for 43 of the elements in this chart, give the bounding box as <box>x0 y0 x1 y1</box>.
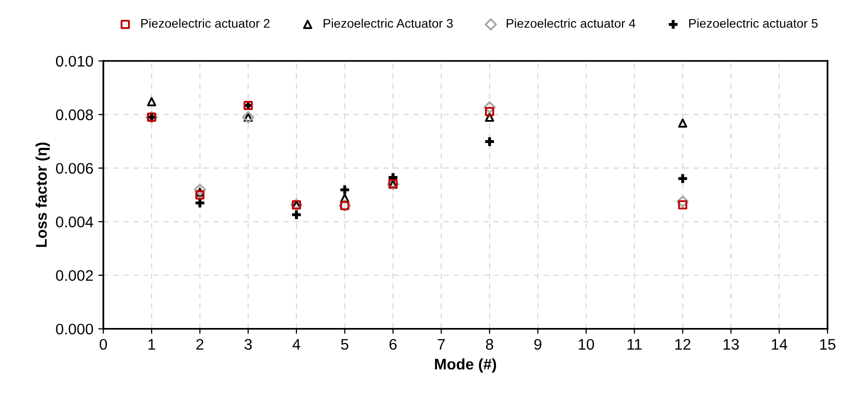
legend-label: Piezoelectric actuator 2 <box>141 18 270 28</box>
x-tick-label: 13 <box>724 338 739 350</box>
point <box>340 194 350 203</box>
legend-label: Piezoelectric actuator 4 <box>506 18 636 28</box>
point <box>678 118 688 128</box>
x-tick-label: 2 <box>196 338 204 350</box>
x-tick-label: 3 <box>244 338 252 350</box>
point <box>340 185 350 194</box>
x-tick-label: 0 <box>100 338 107 350</box>
x-axis-title: Mode (#) <box>435 358 496 373</box>
x-tick-label: 15 <box>820 339 836 350</box>
x-tick-label: 7 <box>438 339 445 350</box>
y-axis-title: Loss factor (η) <box>36 142 50 247</box>
point <box>484 112 494 122</box>
y-tick-label: 0.004 <box>56 216 94 228</box>
point <box>292 210 301 220</box>
point <box>147 97 156 106</box>
point <box>678 200 688 210</box>
x-tick-label: 1 <box>148 339 156 350</box>
x-tick-label: 4 <box>292 339 300 350</box>
point <box>196 198 204 208</box>
x-tick-label: 11 <box>628 339 642 350</box>
y-tick-label: 0.010 <box>56 56 94 67</box>
y-tick-label: 0.008 <box>56 109 93 120</box>
x-tick-label: 12 <box>675 338 690 350</box>
x-tick-label: 9 <box>534 338 542 350</box>
point <box>676 195 689 208</box>
x-tick-label: 6 <box>390 338 397 350</box>
legend-label: Piezoelectric Actuator 3 <box>324 18 453 28</box>
x-tick-label: 5 <box>341 339 348 350</box>
y-tick-label: 0.000 <box>56 324 94 335</box>
point <box>194 184 206 196</box>
point <box>483 101 496 114</box>
point <box>678 174 688 183</box>
legend-label: Piezoelectric actuator 5 <box>689 18 818 28</box>
x-tick-label: 10 <box>578 338 594 350</box>
x-tick-label: 14 <box>772 339 788 350</box>
x-tick-label: 8 <box>486 338 494 350</box>
point <box>485 137 494 146</box>
y-tick-label: 0.002 <box>56 270 93 281</box>
point <box>484 107 494 116</box>
y-tick-label: 0.006 <box>56 162 93 174</box>
point <box>195 190 204 200</box>
